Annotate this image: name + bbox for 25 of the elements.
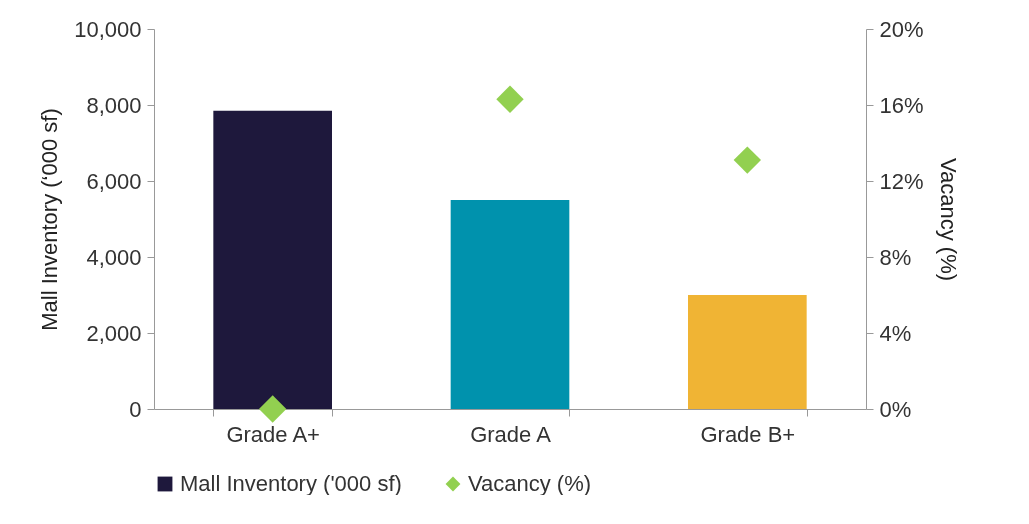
x-tick-label: Grade A xyxy=(470,421,552,447)
y2-tick-label: 20% xyxy=(879,16,924,42)
y2-tick-label: 0% xyxy=(879,396,912,422)
y-tick-label: 6,000 xyxy=(86,168,142,194)
y2-tick-label: 16% xyxy=(879,92,924,118)
x-tick-label: Grade B+ xyxy=(700,421,796,447)
y-tick-label: 4,000 xyxy=(86,244,142,270)
y-axis-title: Mall Inventory (‘000 sf) xyxy=(37,108,63,331)
x-tick-label: Grade A+ xyxy=(226,421,320,447)
legend-label: Vacancy (%) xyxy=(468,471,592,496)
point xyxy=(496,85,524,113)
bar xyxy=(688,295,807,409)
y-tick-label: 2,000 xyxy=(86,320,142,346)
y2-axis-title: Vacancy (%) xyxy=(935,157,961,282)
point xyxy=(733,146,762,174)
y2-tick-label: 8% xyxy=(879,244,912,270)
y2-tick-label: 4% xyxy=(879,320,912,346)
y-tick-label: 10,000 xyxy=(74,16,142,42)
point xyxy=(258,395,287,423)
bar xyxy=(213,110,332,409)
y-tick-label: 8,000 xyxy=(86,92,142,118)
y2-tick-label: 12% xyxy=(879,168,924,194)
legend-label: Mall Inventory ('000 sf) xyxy=(180,471,402,496)
bar xyxy=(450,200,570,409)
y-tick-label: 0 xyxy=(129,396,142,422)
